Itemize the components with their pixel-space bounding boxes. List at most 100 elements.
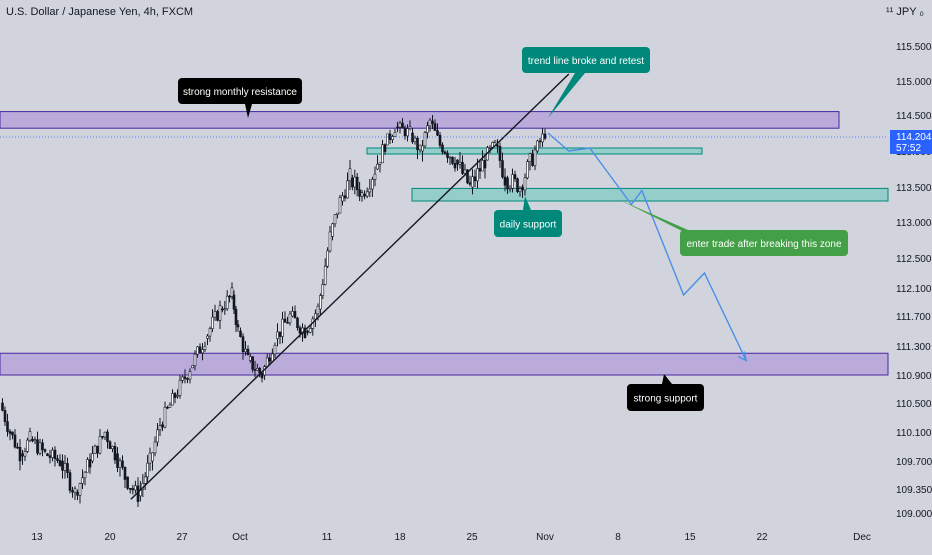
candle-body [38, 442, 42, 454]
candle-body [156, 429, 159, 443]
candle-body [73, 488, 77, 493]
candle-body [206, 335, 209, 339]
candle-body [6, 421, 9, 432]
candle-body [533, 149, 537, 166]
candle-body [1, 402, 4, 411]
candle-body [451, 156, 454, 164]
price-axis-tick: 112.500 [896, 254, 932, 265]
candle-body [46, 453, 49, 457]
candle-body [223, 308, 227, 310]
candle-body [291, 311, 294, 317]
candle-body [225, 295, 229, 309]
candle-body [8, 431, 12, 434]
candle-body [163, 406, 167, 428]
candle-body [428, 119, 432, 127]
candle-body [203, 345, 207, 350]
candle-body [288, 313, 292, 324]
candle-body [343, 195, 347, 199]
candle-body [431, 120, 434, 124]
candle-body [123, 466, 127, 480]
candle-body [111, 446, 114, 449]
candle-body [234, 308, 238, 326]
callout-text: strong monthly resistance [183, 87, 297, 98]
candle-body [398, 122, 402, 128]
candle-body [358, 189, 361, 197]
candle-body [516, 178, 519, 192]
price-axis-tick: 115.000 [896, 77, 932, 88]
candle-body [128, 488, 132, 490]
candle-body [71, 490, 74, 493]
time-axis-tick: Dec [853, 532, 871, 543]
price-axis-tick: 110.900 [896, 371, 932, 382]
price-axis-tick: 109.000 [896, 509, 932, 520]
candle-body [113, 446, 117, 461]
candle-body [526, 161, 529, 179]
price-axis-tick: 115.500 [896, 42, 932, 53]
time-axis-tick: 13 [31, 532, 43, 543]
candle-body [433, 123, 437, 131]
time-axis-tick: Oct [232, 532, 248, 543]
candle-body [396, 126, 399, 129]
zone-strong-support [0, 352, 889, 376]
price-axis-tick: 111.300 [896, 342, 931, 353]
candle-body [503, 176, 507, 186]
candle-body [33, 439, 37, 442]
time-axis-tick: 25 [466, 532, 478, 543]
candle-body [253, 369, 257, 371]
time-axis-tick: 11 [322, 532, 333, 543]
candle-body [326, 250, 329, 267]
time-axis-tick: Nov [536, 532, 554, 543]
callout-box [494, 210, 562, 237]
candle-body [158, 425, 162, 431]
candle-body [323, 265, 327, 285]
candle-body [176, 395, 179, 397]
candle-body [241, 336, 245, 353]
candle-body [360, 192, 364, 197]
candle-body [68, 472, 72, 491]
callout-pointer [245, 104, 252, 118]
candle-body [386, 133, 389, 146]
candle-body [468, 182, 472, 185]
callout-text: trend line broke and retest [528, 56, 644, 67]
candle-body [168, 404, 172, 408]
chart-title: U.S. Dollar / Japanese Yen, 4h, FXCM [6, 6, 194, 18]
candle-body [56, 458, 59, 461]
candle-body [88, 459, 92, 468]
candle-body [36, 439, 39, 454]
candle-body [276, 331, 279, 339]
candle-body [196, 346, 199, 355]
time-axis-tick: 27 [176, 532, 188, 543]
candle-body [86, 459, 89, 473]
candle-body [328, 231, 332, 252]
candle-body [496, 144, 499, 147]
candle-body [371, 179, 374, 190]
callout-box [627, 384, 704, 411]
candle-body [183, 376, 187, 379]
candle-body [406, 128, 409, 137]
candle-body [116, 453, 119, 468]
candle-body [528, 153, 532, 162]
candle-body [365, 191, 369, 197]
candle-body [188, 371, 192, 380]
candle-body [293, 311, 297, 319]
candle-body [473, 176, 477, 182]
candle-body [353, 176, 357, 188]
candle-body [513, 174, 517, 180]
candle-body [378, 162, 382, 165]
candle-body [478, 168, 482, 172]
candle-body [58, 460, 62, 466]
callout-box [680, 230, 848, 256]
candle-body [438, 134, 442, 146]
candle-body [236, 324, 240, 328]
candle-body [541, 133, 544, 143]
price-axis-tick: 112.100 [896, 284, 932, 295]
callout-text: enter trade after breaking this zone [686, 239, 842, 250]
candle-body [23, 451, 27, 457]
candle-body [198, 346, 202, 354]
candle-body [338, 197, 342, 214]
candle-body [193, 353, 197, 366]
candle-body [308, 328, 312, 333]
candle-body [281, 318, 284, 337]
